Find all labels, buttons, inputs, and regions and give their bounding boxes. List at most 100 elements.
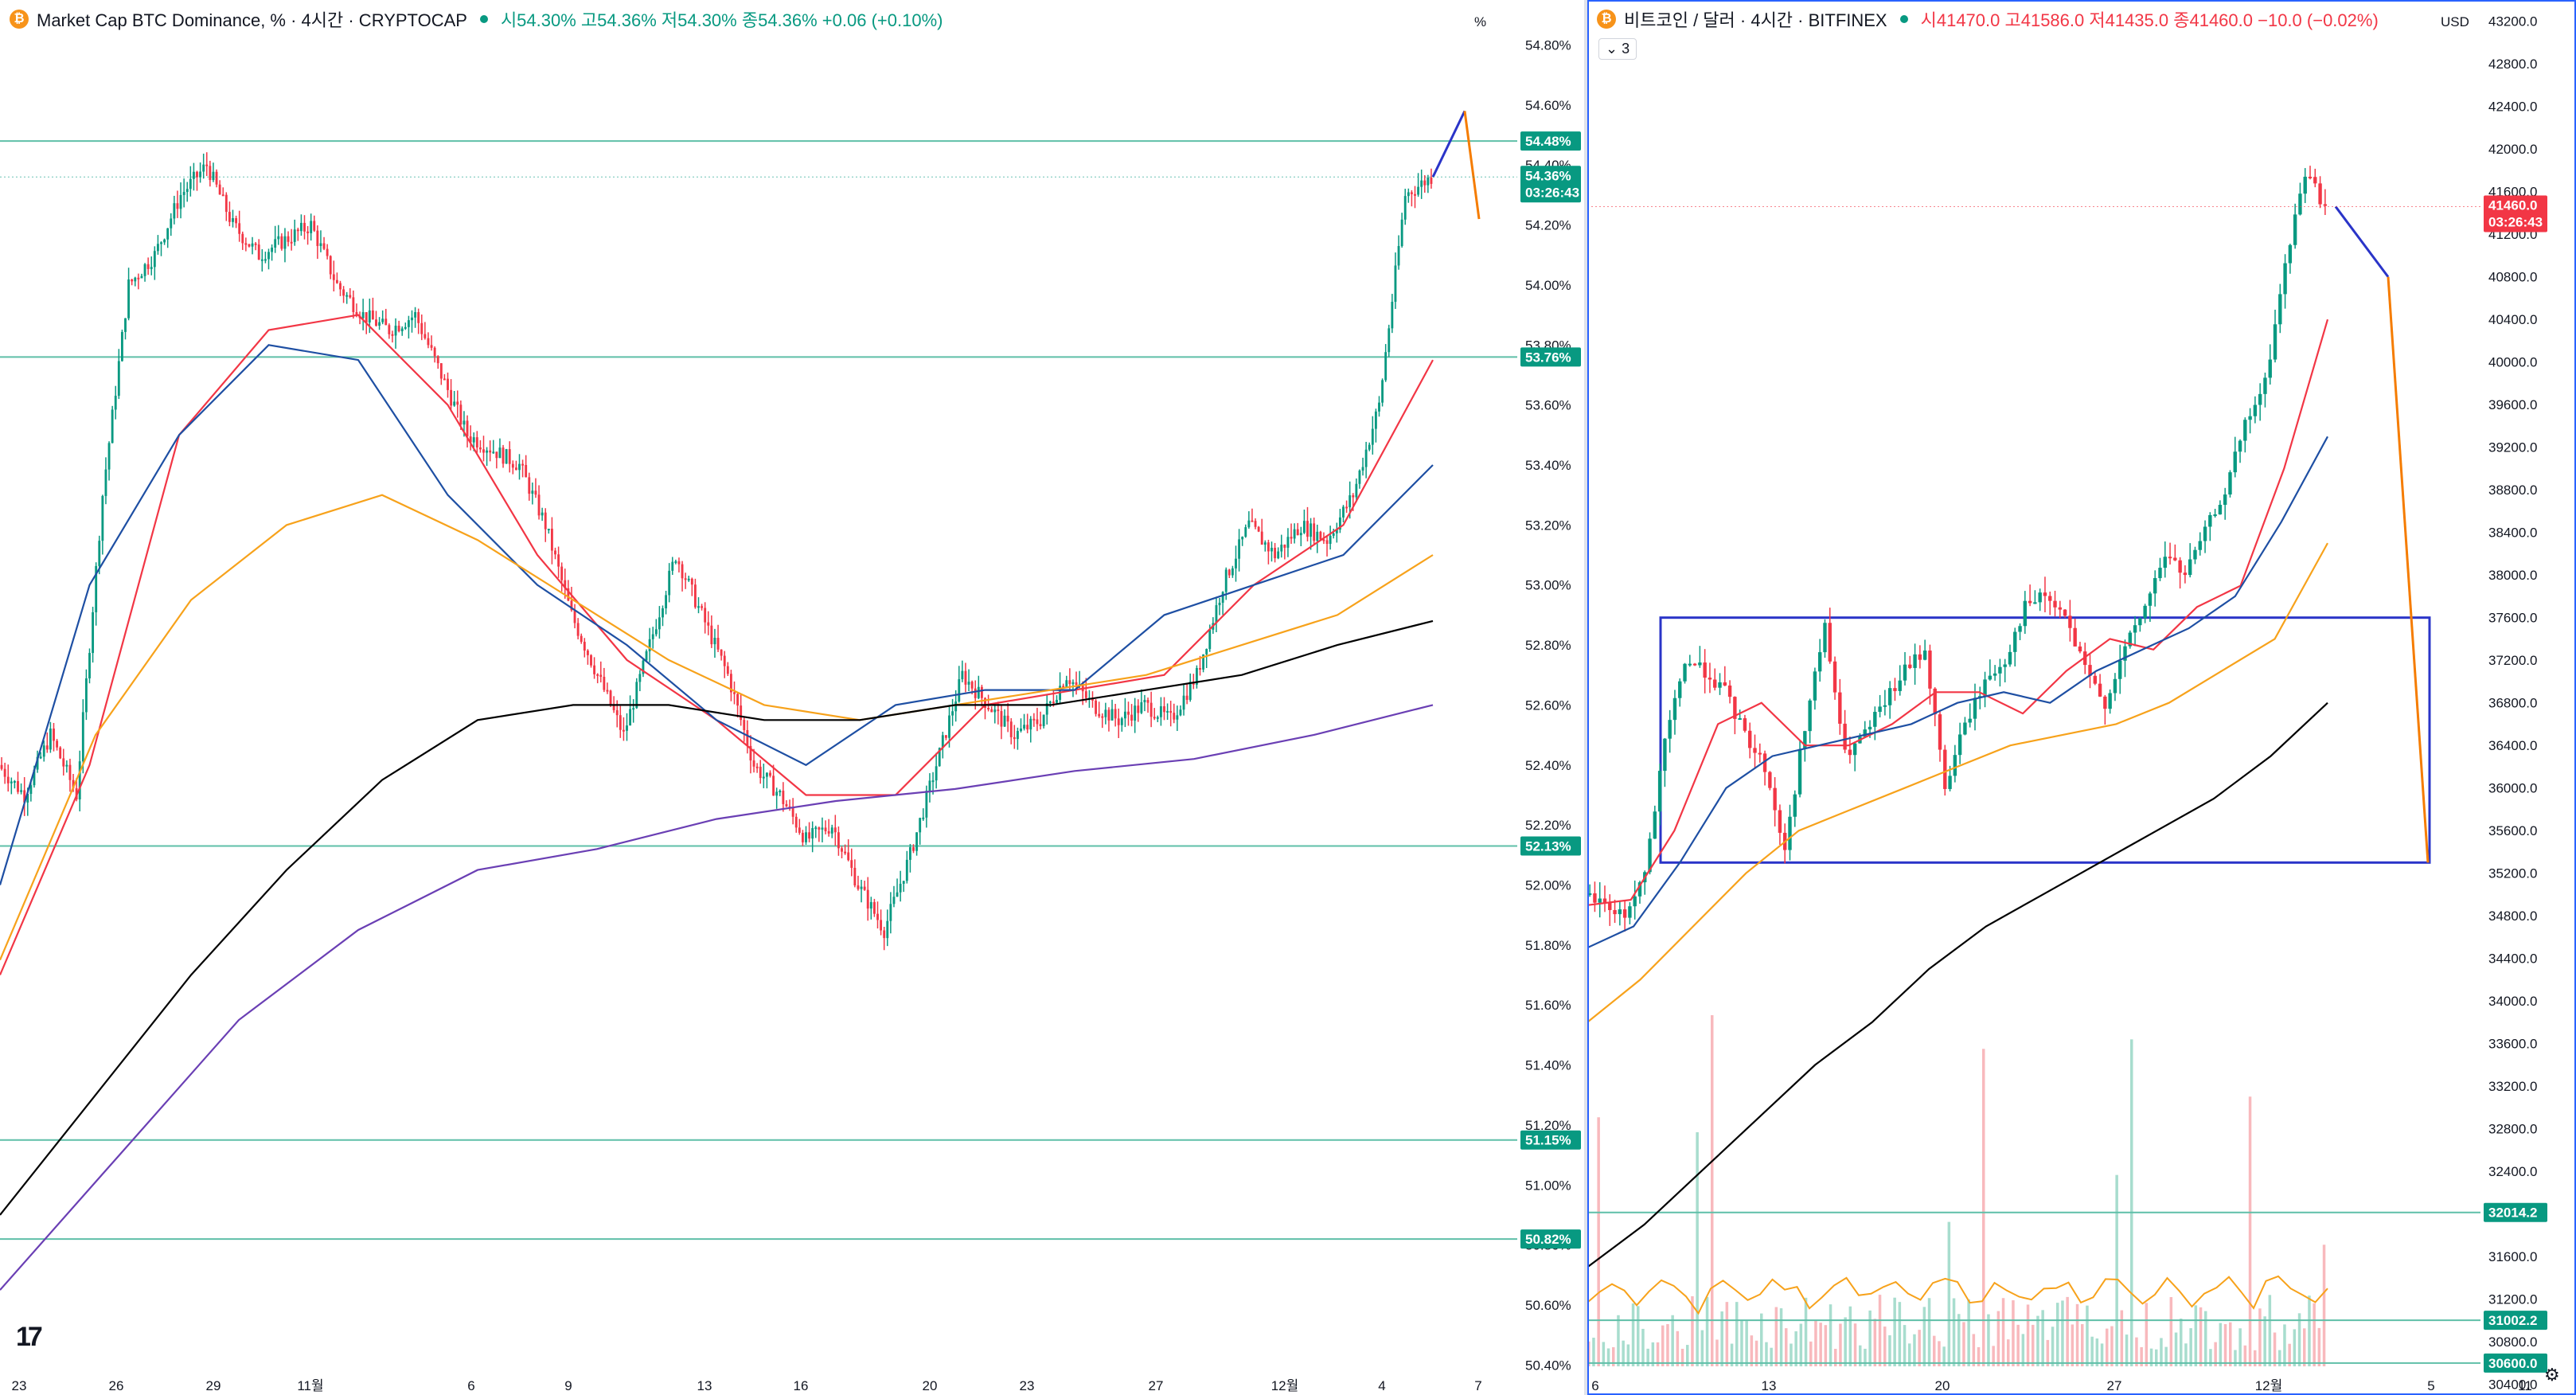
candle-body [228,212,231,222]
candle-body [153,251,156,268]
candle-body [352,297,355,312]
candle-body [674,561,677,563]
candle-body [922,817,925,819]
candle-body [1358,471,1361,484]
candle-body [1618,909,1622,915]
candle-body [1430,178,1433,184]
candle-body [948,715,950,738]
candle-body [1299,533,1302,536]
candle-body [1224,569,1228,592]
candle-body [1009,721,1013,737]
collapse-count: 3 [1622,41,1630,57]
candle-body [1228,569,1231,576]
candle-body [2183,572,2188,576]
candle-body [1169,710,1173,713]
y-tick-label: 51.20% [1525,1118,1571,1133]
candle-body [583,642,586,651]
candle-body [316,230,319,246]
volume-bar [2268,1295,2272,1366]
collapse-indicators-button[interactable]: ⌄ 3 [1598,38,1637,60]
candle-body [1098,713,1101,717]
candle-body [990,709,993,713]
candle-body [886,920,889,939]
left-symbol-title[interactable]: Market Cap BTC Dominance, % · 4시간 · CRYP… [37,10,467,30]
btc-dominance-chart-pane[interactable]: 50.40%50.60%50.80%51.00%51.20%51.40%51.6… [0,0,1584,1395]
candle-body [1637,882,1642,897]
y-tick-label: 54.00% [1525,278,1571,293]
volume-bar [1873,1319,1877,1366]
candle-body [88,653,91,678]
candle-body [475,437,478,447]
x-tick-label: 13 [1762,1378,1777,1393]
candle-body [456,401,459,405]
candle-body [209,166,212,181]
y-tick-label: 54.20% [1525,218,1571,233]
candle-body [1006,715,1009,722]
volume-bar [2214,1342,2217,1366]
candle-body [2178,560,2182,573]
volume-bar [2016,1324,2020,1366]
candle-body [1215,605,1218,623]
candle-body [170,218,173,229]
candle-body [313,221,316,231]
tradingview-logo-icon[interactable]: 17 [16,1322,43,1352]
right-symbol-title[interactable]: 비트코인 / 달러 · 4시간 · BITFINEX [1624,10,1887,30]
candle-body [114,396,117,410]
btc-usd-chart[interactable]: 30400.030800.031200.031600.032000.032400… [1587,0,2576,1395]
volume-bar [2130,1039,2133,1366]
volume-bar [2308,1295,2311,1366]
candle-body [782,791,785,804]
volume-bar [2180,1319,2183,1366]
candle-body [1381,380,1384,403]
pane-divider[interactable] [1584,0,1587,1395]
y-tick-label: 42000.0 [2488,142,2537,157]
candle-body [2038,592,2042,603]
candle-body [729,674,732,693]
x-tick-label: 12월 [2255,1378,2283,1393]
candle-body [1602,898,1607,904]
candle-body [740,705,743,721]
moving-average-line [0,619,1434,1216]
candle-body [1251,520,1254,522]
level-tag: 52.13% [1520,836,1581,856]
candle-body [1263,542,1267,545]
candle-body [2153,578,2157,594]
btc-usd-chart-pane[interactable]: 30400.030800.031200.031600.032000.032400… [1587,0,2576,1395]
candle-body [1218,602,1221,606]
candle-body [287,236,290,242]
btc-dominance-chart[interactable]: 50.40%50.60%50.80%51.00%51.20%51.40%51.6… [0,0,1584,1395]
moving-average-line [1587,542,2328,1023]
y-tick-label: 53.60% [1525,398,1571,413]
candle-body [642,660,645,674]
right-unit-label[interactable]: USD [2441,14,2469,29]
y-tick-label: 31600.0 [2488,1249,2537,1264]
candle-body [13,781,16,783]
volume-bar [1631,1303,1635,1366]
candle-body [801,832,804,842]
candle-body [1146,700,1149,703]
candle-body [1195,667,1198,685]
candle-body [775,791,779,796]
candle-body [1045,703,1048,715]
candle-body [1878,706,1882,713]
level-tag-bg [1520,1229,1581,1249]
candle-body [2098,683,2102,697]
candle-body [2193,549,2197,560]
candle-body [2163,557,2167,569]
last-price-tag-bg [2484,195,2547,232]
left-unit-label[interactable]: % [1474,14,1487,29]
candle-body [1283,545,1286,548]
volume-bar [2095,1338,2099,1366]
y-tick-label: 32800.0 [2488,1122,2537,1137]
x-tick-label: 27 [1149,1378,1164,1393]
volume-bar [2258,1308,2262,1366]
volume-bar [2051,1327,2055,1366]
candle-body [355,311,358,316]
candle-body [1898,680,1902,691]
candle-body [1928,651,1932,689]
candle-body [511,463,514,468]
candle-body [1134,705,1137,721]
volume-bar [1977,1346,1981,1366]
settings-gear-icon[interactable]: ⚙ [2544,1365,2560,1385]
candle-body [335,279,338,283]
